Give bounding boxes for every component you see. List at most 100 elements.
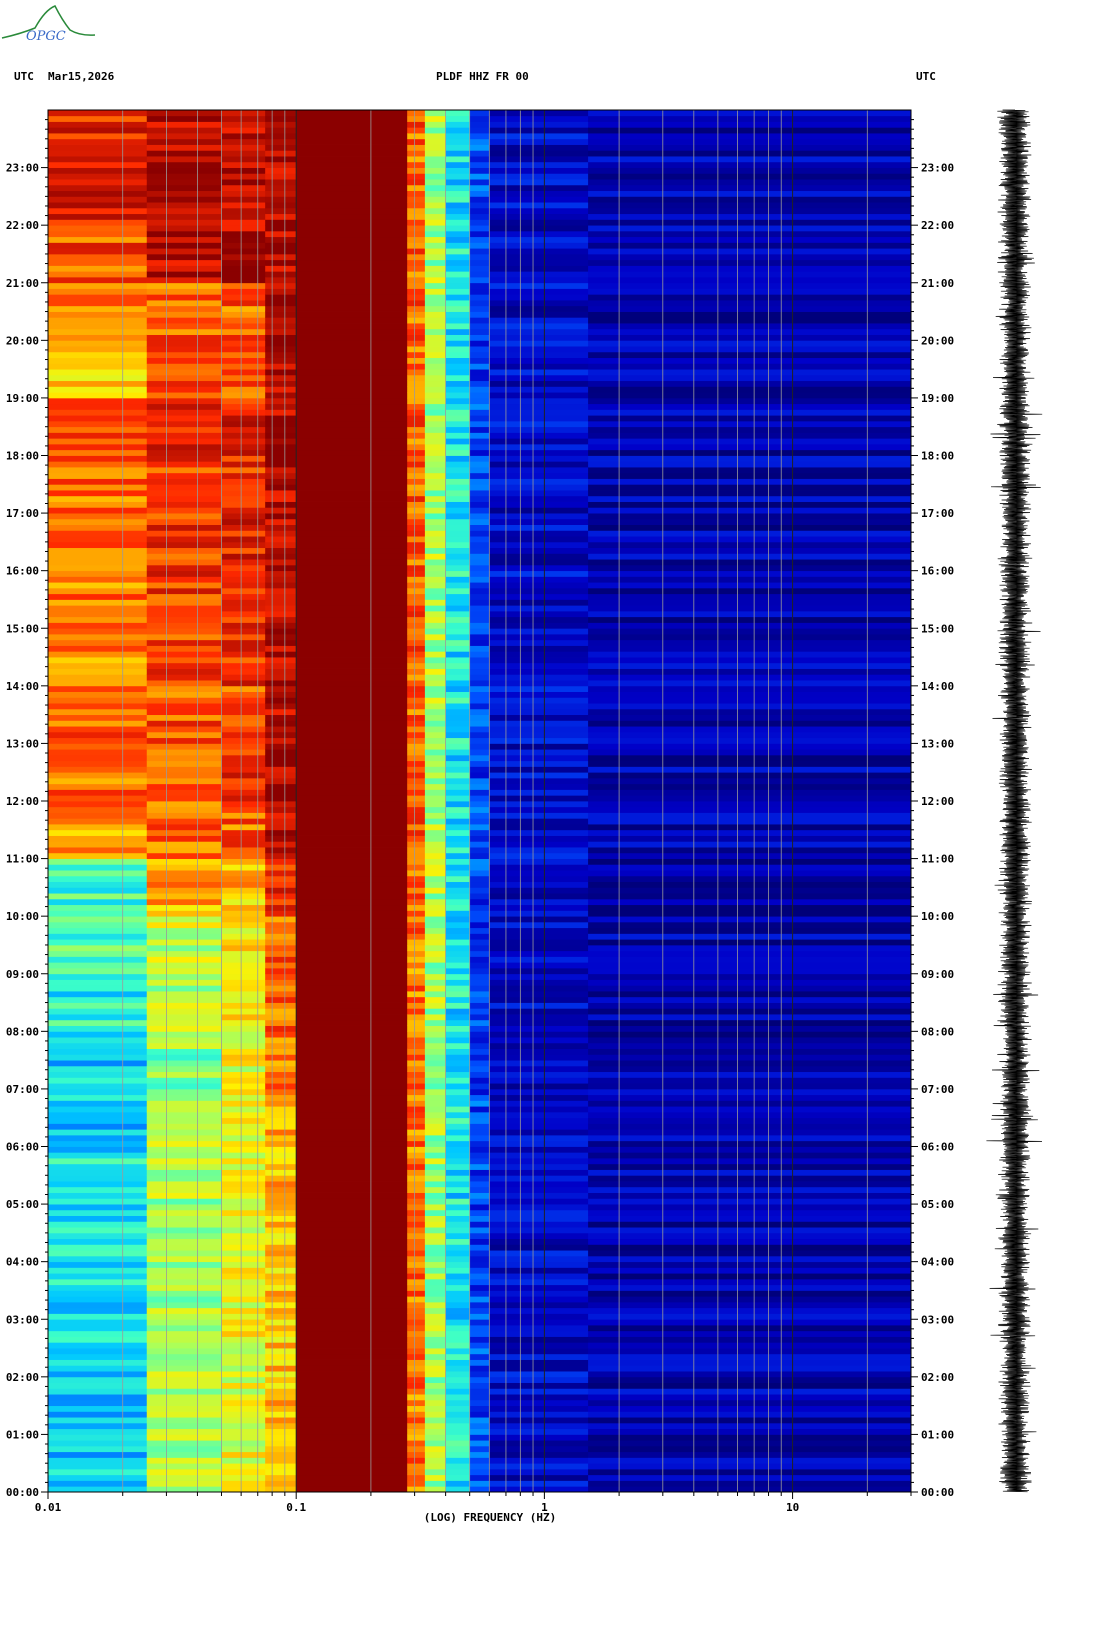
spectrogram-cell — [146, 829, 222, 836]
spectrogram-cell — [469, 1129, 490, 1136]
spectrogram-cell — [265, 1244, 297, 1251]
spectrogram-cell — [296, 628, 408, 635]
spectrogram-cell — [146, 236, 222, 243]
spectrogram-cell — [424, 887, 447, 894]
spectrogram-cell — [445, 806, 471, 813]
spectrogram-cell — [588, 818, 911, 825]
spectrogram-cell — [48, 386, 148, 393]
spectrogram-cell — [221, 1428, 266, 1435]
spectrogram-cell — [424, 1319, 447, 1326]
spectrogram-cell — [489, 190, 589, 197]
spectrogram-cell — [48, 420, 148, 428]
spectrogram-cell — [48, 1451, 148, 1458]
spectrogram-cell — [48, 133, 148, 140]
spectrogram-cell — [221, 1284, 266, 1291]
spectrogram-cell — [146, 564, 222, 572]
spectrogram-cell — [588, 1267, 911, 1274]
spectrogram-cell — [146, 513, 222, 520]
spectrogram-cell — [588, 570, 911, 577]
spectrogram-cell — [407, 386, 426, 393]
spectrogram-cell — [296, 351, 408, 359]
spectrogram-cell — [146, 1198, 222, 1205]
spectrogram-cell — [469, 374, 490, 382]
spectrogram-cell — [48, 363, 148, 370]
spectrogram-cell — [265, 737, 297, 744]
spectrogram-cell — [588, 392, 911, 399]
spectrogram-cell — [489, 599, 589, 606]
spectrogram-cell — [221, 495, 266, 502]
spectrogram-cell — [489, 858, 589, 865]
time-tick-label-left: 14:00 — [6, 680, 39, 693]
spectrogram-cell — [221, 674, 266, 681]
spectrogram-cell — [445, 363, 471, 370]
spectrogram-cell — [469, 1480, 490, 1487]
spectrogram-cell — [48, 870, 148, 877]
spectrogram-cell — [445, 634, 471, 641]
spectrogram-cell — [265, 1204, 297, 1211]
header-date: Mar15,2026 — [48, 70, 115, 83]
spectrogram-cell — [424, 634, 447, 641]
spectrogram-cell — [265, 841, 297, 848]
spectrogram-cell — [407, 1037, 426, 1044]
spectrogram-cell — [407, 754, 426, 762]
spectrogram-cell — [445, 253, 471, 261]
spectrogram-cell — [221, 835, 266, 842]
spectrogram-cell — [469, 703, 490, 710]
spectrogram-cell — [469, 438, 490, 445]
spectrogram-cell — [146, 1186, 222, 1193]
spectrogram-cell — [221, 1250, 266, 1257]
spectrogram-cell — [48, 720, 148, 727]
spectrogram-cell — [469, 1008, 490, 1015]
spectrogram-cell — [146, 1106, 222, 1113]
spectrogram-cell — [265, 351, 297, 359]
spectrogram-cell — [469, 1083, 490, 1090]
spectrogram-cell — [221, 1422, 266, 1430]
spectrogram-cell — [588, 1106, 911, 1113]
spectrogram-cell — [445, 403, 471, 410]
time-tick-label-left: 03:00 — [6, 1313, 39, 1326]
spectrogram-cell — [296, 121, 408, 128]
spectrogram-cell — [221, 282, 266, 289]
spectrogram-cell — [48, 967, 148, 975]
spectrogram-cell — [424, 236, 447, 243]
spectrogram-cell — [424, 334, 447, 341]
spectrogram-cell — [588, 467, 911, 474]
spectrogram-cell — [146, 760, 222, 767]
spectrogram-cell — [146, 875, 222, 883]
spectrogram-cell — [489, 1255, 589, 1263]
spectrogram-cells — [48, 110, 911, 1492]
spectrogram-cell — [445, 657, 471, 664]
spectrogram-cell — [265, 1273, 297, 1280]
spectrogram-cell — [424, 1163, 447, 1170]
spectrogram-cell — [146, 1267, 222, 1274]
spectrogram-cell — [489, 1422, 589, 1430]
spectrogram-cell — [48, 1445, 148, 1453]
spectrogram-cell — [489, 253, 589, 261]
spectrogram-cell — [489, 939, 589, 946]
spectrogram-cell — [48, 219, 148, 226]
spectrogram-cell — [221, 242, 266, 249]
spectrogram-cell — [407, 455, 426, 462]
spectrogram-cell — [469, 225, 490, 232]
spectrogram-cell — [296, 253, 408, 261]
spectrogram-cell — [296, 127, 408, 134]
spectrogram-cell — [296, 138, 408, 145]
spectrogram-cell — [265, 893, 297, 900]
spectrogram-cell — [296, 835, 408, 842]
spectrogram-cell — [221, 645, 266, 652]
spectrogram-cell — [407, 1359, 426, 1366]
spectrogram-cell — [221, 351, 266, 359]
spectrogram-cell — [221, 294, 266, 301]
spectrogram-cell — [221, 420, 266, 428]
spectrogram-cell — [489, 870, 589, 877]
spectrogram-cell — [469, 668, 490, 675]
spectrogram-cell — [445, 645, 471, 652]
spectrogram-cell — [445, 668, 471, 675]
spectrogram-cell — [489, 1261, 589, 1268]
spectrogram-cell — [588, 703, 911, 710]
spectrogram-cell — [489, 795, 589, 802]
spectrogram-cell — [221, 133, 266, 140]
spectrogram-cell — [146, 472, 222, 479]
spectrogram-cell — [221, 582, 266, 589]
spectrogram-cell — [469, 1060, 490, 1067]
